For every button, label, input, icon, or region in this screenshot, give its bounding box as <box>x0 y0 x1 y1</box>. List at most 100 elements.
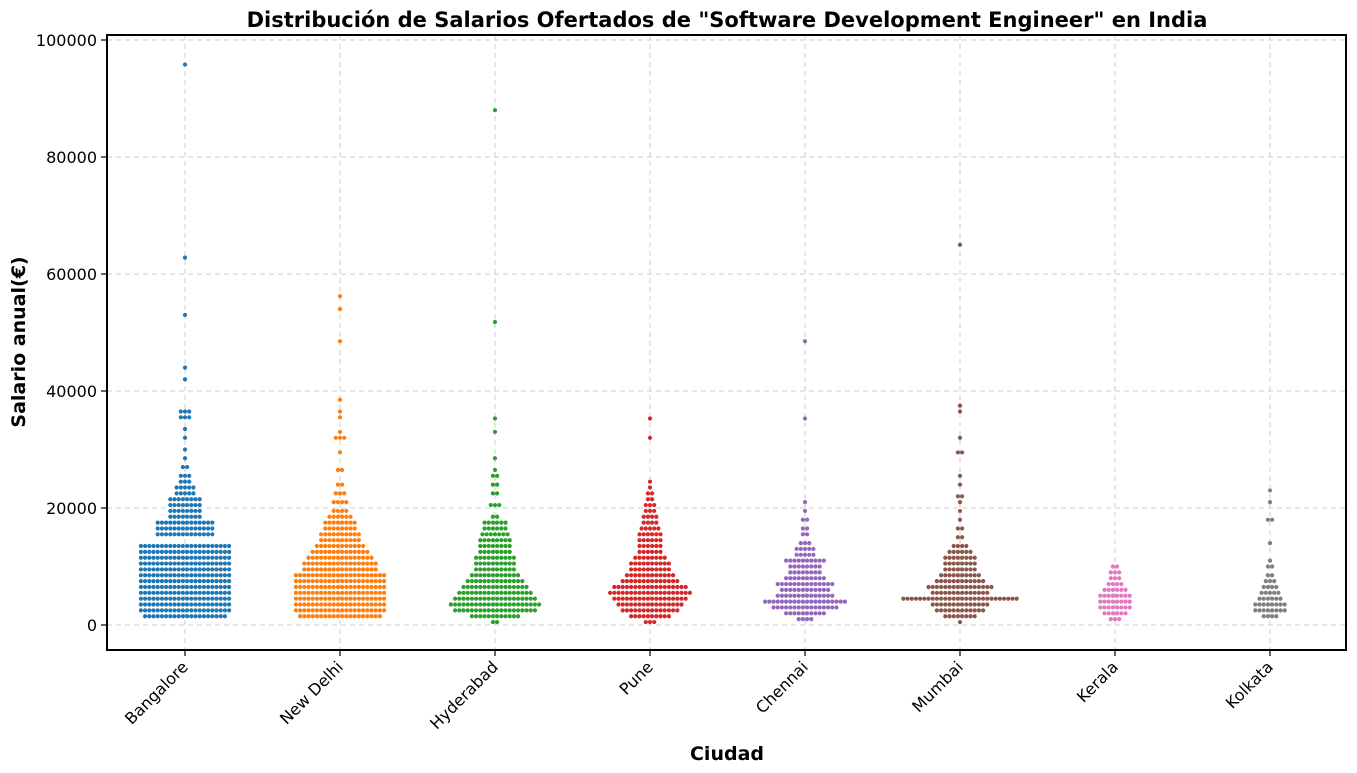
data-point <box>344 549 349 554</box>
data-point <box>650 497 655 502</box>
data-point <box>947 579 952 584</box>
data-point <box>143 543 148 549</box>
data-point <box>981 608 986 613</box>
data-point <box>474 614 479 619</box>
data-point <box>960 535 965 540</box>
data-point <box>180 579 185 584</box>
data-point <box>507 543 512 549</box>
data-point <box>185 497 190 502</box>
data-point <box>178 473 183 478</box>
data-point <box>180 497 185 502</box>
data-point <box>331 500 336 505</box>
data-point <box>930 590 935 595</box>
data-point <box>633 596 638 601</box>
data-point <box>817 558 822 563</box>
x-tick-label: Kolkata <box>1222 657 1277 712</box>
data-point <box>377 596 382 601</box>
data-point <box>492 416 498 421</box>
data-point <box>189 602 194 607</box>
data-point <box>497 502 502 508</box>
data-point <box>1119 605 1124 610</box>
data-point <box>817 587 822 593</box>
data-point <box>960 494 965 499</box>
data-point <box>356 584 361 590</box>
data-point <box>159 526 164 531</box>
data-point <box>934 608 940 613</box>
data-point <box>185 508 190 514</box>
data-point <box>964 602 969 607</box>
data-point <box>138 608 143 613</box>
data-point <box>679 602 684 607</box>
data-point <box>490 526 495 531</box>
data-point <box>227 608 232 613</box>
data-point <box>645 567 651 572</box>
data-point <box>652 508 657 514</box>
data-point <box>800 587 806 593</box>
data-point <box>511 561 516 566</box>
data-point <box>218 555 223 560</box>
data-point <box>147 567 152 572</box>
data-point <box>1270 596 1275 601</box>
data-point <box>679 590 684 595</box>
data-point <box>461 602 466 607</box>
data-point <box>168 520 173 525</box>
data-point <box>348 602 353 607</box>
data-point <box>834 605 839 610</box>
data-point <box>159 579 164 584</box>
data-point <box>373 608 378 613</box>
data-point <box>784 611 789 616</box>
data-point <box>641 602 646 607</box>
data-point <box>337 491 343 496</box>
data-point <box>486 573 491 578</box>
data-point <box>193 526 198 531</box>
data-point <box>957 435 963 440</box>
data-point <box>193 549 198 554</box>
data-point <box>327 543 332 549</box>
data-point <box>960 596 965 601</box>
data-point <box>310 602 315 607</box>
data-point <box>206 549 211 554</box>
data-point <box>654 555 659 560</box>
data-point <box>516 584 521 590</box>
data-point <box>960 555 965 560</box>
data-point <box>507 579 512 584</box>
data-point <box>645 608 651 613</box>
data-point <box>645 532 651 537</box>
data-point <box>193 555 198 560</box>
data-point <box>164 532 169 537</box>
data-point <box>172 614 177 619</box>
data-point <box>1108 617 1113 622</box>
data-point <box>666 590 672 595</box>
data-point <box>641 567 646 572</box>
data-point <box>658 538 663 543</box>
data-point <box>495 549 500 554</box>
data-point <box>490 590 495 595</box>
data-point <box>474 561 479 566</box>
data-point <box>143 590 148 595</box>
data-point <box>302 579 307 584</box>
data-point <box>143 555 148 560</box>
data-point <box>151 555 156 560</box>
data-point <box>645 579 651 584</box>
data-point <box>666 561 672 566</box>
series-mumbai <box>901 242 1019 625</box>
data-point <box>377 584 382 590</box>
data-point <box>168 567 173 572</box>
data-point <box>164 567 169 572</box>
data-point <box>1257 602 1262 607</box>
data-point <box>361 567 366 572</box>
data-point <box>671 573 676 578</box>
data-point <box>176 555 181 560</box>
data-point <box>930 596 935 601</box>
data-point <box>813 576 818 581</box>
data-point <box>201 561 206 566</box>
data-point <box>340 482 345 487</box>
data-point <box>492 467 498 473</box>
data-point <box>972 602 977 607</box>
data-point <box>474 555 479 560</box>
data-point <box>947 614 952 619</box>
data-point <box>319 579 324 584</box>
data-point <box>658 543 663 549</box>
data-point <box>486 567 491 572</box>
data-point <box>964 614 969 619</box>
